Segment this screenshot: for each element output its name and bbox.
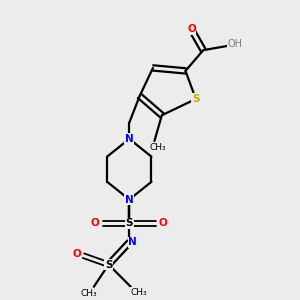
Text: S: S [192,94,200,104]
Text: S: S [125,218,133,228]
Text: CH₃: CH₃ [80,289,97,298]
Text: N: N [125,194,134,205]
Text: CH₃: CH₃ [150,143,166,152]
Text: CH₃: CH₃ [131,288,147,297]
Text: O: O [73,249,81,259]
Text: N: N [128,237,137,248]
Text: S: S [105,260,112,270]
Text: OH: OH [227,39,242,49]
Text: O: O [159,218,168,228]
Text: N: N [125,134,134,144]
Text: O: O [91,218,100,228]
Text: O: O [187,25,196,34]
